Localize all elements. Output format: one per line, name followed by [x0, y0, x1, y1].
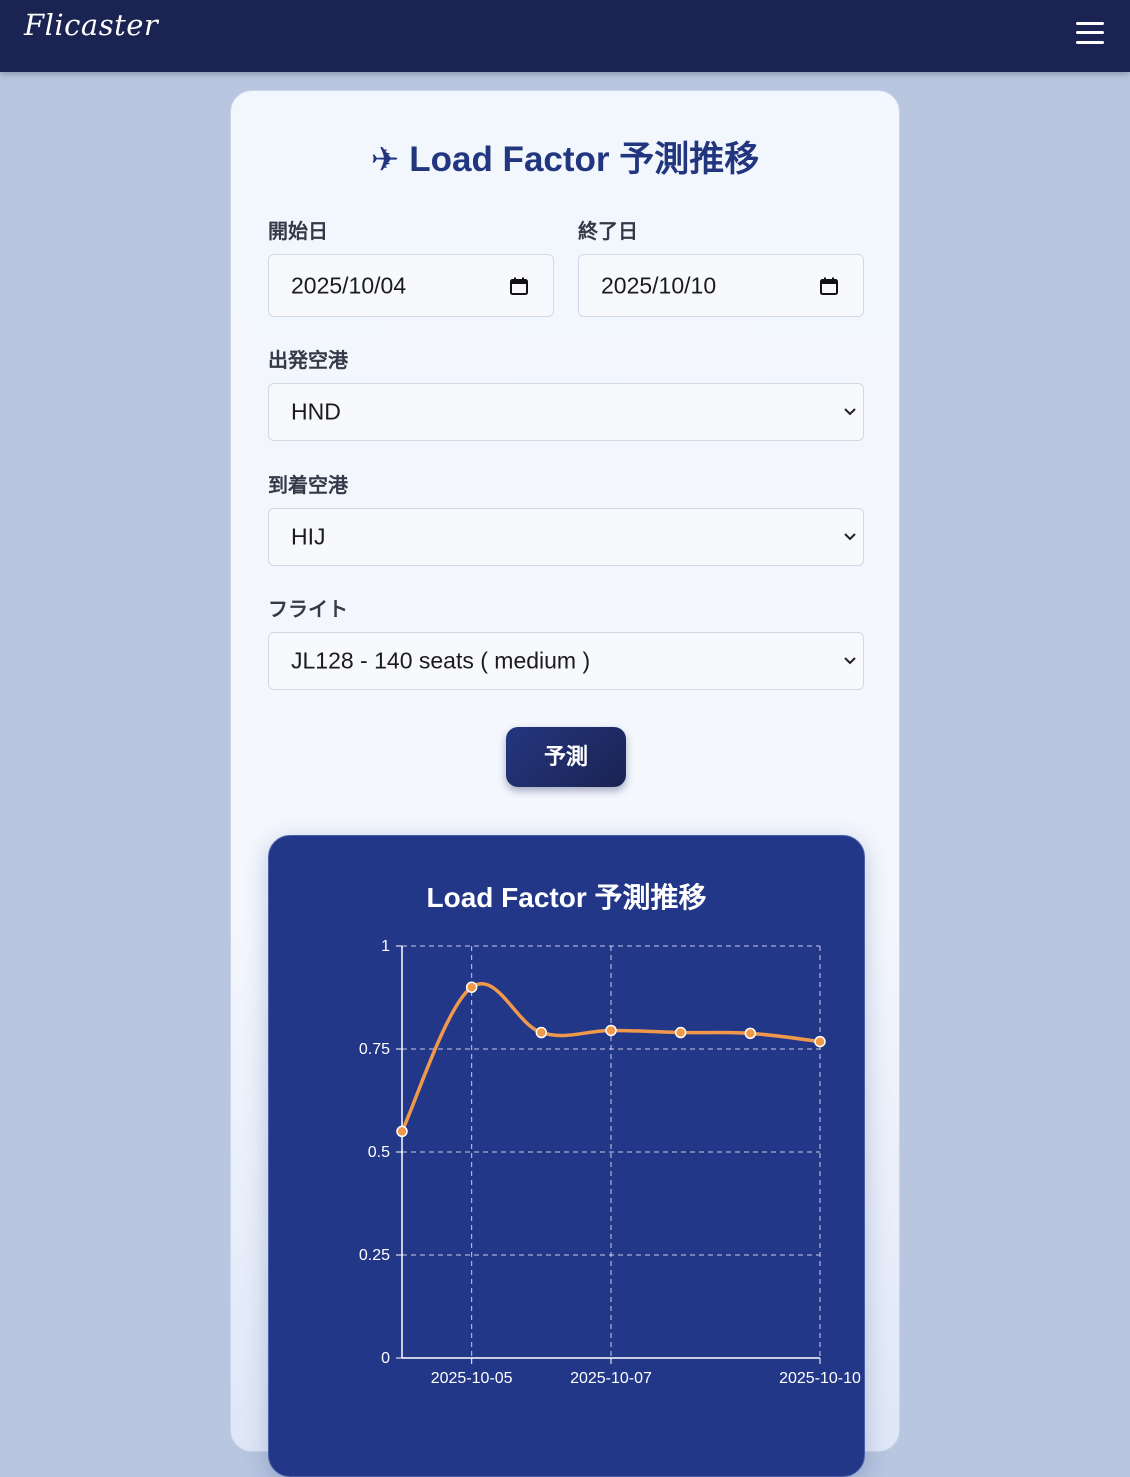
airplane-icon: ✈: [370, 140, 400, 180]
data-point: [396, 1125, 408, 1138]
departure-airport-value: HND: [291, 398, 341, 425]
x-tick-label: 2025-10-10: [779, 1370, 861, 1387]
data-point: [744, 1027, 757, 1040]
arrival-airport-select[interactable]: HIJ: [268, 508, 864, 566]
y-tick-label: 1: [381, 938, 390, 955]
end-date-label: 終了日: [578, 221, 638, 243]
flight-label: フライト: [268, 599, 348, 621]
top-navbar: Flicaster: [0, 0, 1130, 72]
start-date-value: 2025/10/04: [291, 272, 407, 298]
page-title-text: Load Factor 予測推移: [409, 140, 760, 179]
calendar-icon[interactable]: [819, 276, 839, 296]
end-date-value: 2025/10/10: [601, 272, 717, 298]
chart-title: Load Factor 予測推移: [426, 882, 707, 913]
load-factor-line-chart: 0 0.25 0.5 0.75 1 2025-10-05 2025-10-07 2025-10…: [359, 938, 861, 1387]
page-title: ✈ Load Factor 予測推移: [231, 131, 899, 182]
arrival-airport-label: 到着空港: [268, 475, 348, 497]
forecast-form-card: ✈ Load Factor 予測推移 開始日 2025/10/04 終了日 202…: [230, 90, 900, 1477]
app-logo[interactable]: Flicaster: [24, 8, 159, 42]
flight-value: JL128 - 140 seats ( medium ): [291, 647, 591, 674]
calendar-icon[interactable]: [509, 276, 529, 296]
data-point: [535, 1026, 548, 1039]
predict-button[interactable]: 予測: [506, 727, 626, 787]
y-tick-label: 0.25: [359, 1247, 390, 1264]
data-point: [605, 1024, 617, 1037]
y-tick-label: 0.5: [368, 1144, 390, 1161]
chevron-down-icon: [844, 657, 856, 665]
departure-airport-select[interactable]: HND: [268, 383, 864, 441]
x-tick-label: 2025-10-07: [570, 1370, 652, 1387]
start-date-input[interactable]: 2025/10/04: [268, 254, 554, 317]
chevron-down-icon: [844, 408, 856, 416]
y-tick-label: 0.75: [359, 1041, 390, 1058]
x-tick-label: 2025-10-05: [431, 1370, 513, 1387]
start-date-label: 開始日: [268, 221, 328, 243]
data-point: [814, 1035, 826, 1048]
load-factor-chart-card: Load Factor 予測推移 0 0.25 0.5 0.75 1 2025-10-05…: [268, 835, 865, 1477]
arrival-airport-value: HIJ: [291, 523, 326, 550]
end-date-input[interactable]: 2025/10/10: [578, 254, 864, 317]
y-tick-label: 0: [381, 1350, 390, 1367]
flight-select[interactable]: JL128 - 140 seats ( medium ): [268, 632, 864, 690]
chevron-down-icon: [844, 533, 856, 541]
departure-airport-label: 出発空港: [268, 350, 348, 372]
data-point: [465, 981, 478, 993]
data-point: [674, 1026, 687, 1039]
hamburger-menu-icon[interactable]: [1076, 20, 1104, 46]
